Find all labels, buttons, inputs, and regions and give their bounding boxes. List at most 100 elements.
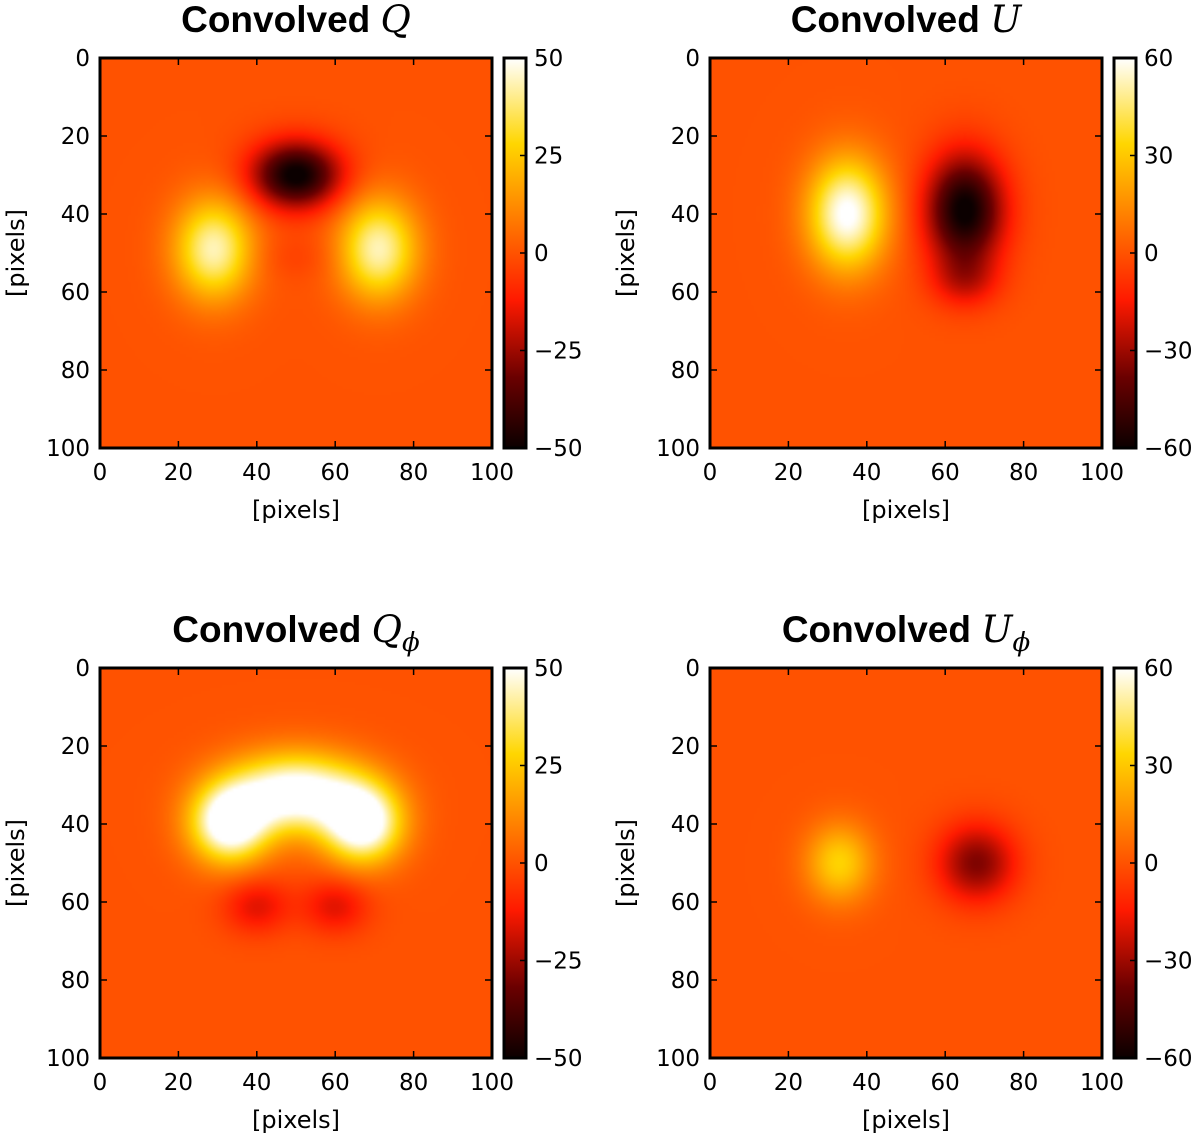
y-tick-label: 100	[656, 1046, 700, 1072]
colorbar-tick-label: 60	[1144, 46, 1173, 72]
title-subscript: ϕ	[402, 628, 420, 658]
y-tick-label: 20	[61, 124, 90, 150]
x-tick-label: 60	[321, 1070, 350, 1096]
title-symbol: U	[981, 608, 1014, 651]
y-tick-label: 80	[671, 968, 700, 994]
y-tick-label: 0	[685, 656, 700, 682]
y-tick-label: 20	[671, 734, 700, 760]
x-tick-label: 0	[703, 1070, 718, 1096]
y-tick-label: 40	[671, 202, 700, 228]
colorbar-tick-label: −60	[1144, 1046, 1193, 1072]
colorbar-tick-label: 25	[534, 144, 563, 170]
title-text: Convolved	[791, 0, 990, 40]
y-tick-label: 60	[671, 280, 700, 306]
chart-title: Convolved Q	[181, 0, 411, 41]
title-symbol: U	[990, 0, 1023, 41]
title-text: Convolved	[782, 609, 981, 650]
x-tick-label: 0	[703, 460, 718, 486]
y-tick-label: 40	[61, 812, 90, 838]
y-tick-label: 40	[671, 812, 700, 838]
y-tick-label: 60	[671, 890, 700, 916]
y-tick-label: 40	[61, 202, 90, 228]
y-tick-label: 0	[75, 656, 90, 682]
colorbar-tick-label: −60	[1144, 436, 1193, 462]
plot-frame	[98, 56, 494, 450]
x-tick-label: 60	[931, 460, 960, 486]
title-symbol: Q	[381, 0, 411, 41]
colorbar-tick-label: 30	[1144, 754, 1173, 780]
y-tick-label: 60	[61, 280, 90, 306]
heatmap-image	[100, 668, 492, 1058]
title-subscript: ϕ	[1012, 628, 1030, 658]
y-axis-label: [pixels]	[2, 209, 30, 297]
colorbar-tick-label: 0	[534, 851, 549, 877]
y-tick-label: 80	[61, 358, 90, 384]
colorbar-tick-label: 0	[534, 241, 549, 267]
x-axis-label: [pixels]	[862, 1106, 950, 1134]
x-tick-label: 0	[93, 1070, 108, 1096]
chart-title: Convolved U	[791, 0, 1023, 41]
x-tick-label: 40	[852, 460, 881, 486]
colorbar-tick-label: 0	[1144, 241, 1159, 267]
x-tick-label: 100	[470, 460, 514, 486]
plot-frame	[98, 666, 494, 1060]
panel-1: Convolved Q0 20 40 60 80 100020406080100[pixe…	[2, 0, 583, 524]
x-tick-label: 40	[242, 460, 271, 486]
colorbar-tick-label: 30	[1144, 144, 1173, 170]
x-tick-label: 20	[774, 1070, 803, 1096]
y-tick-label: 80	[671, 358, 700, 384]
title-text: Convolved	[181, 0, 380, 40]
colorbar-tick-label: 0	[1144, 851, 1159, 877]
x-tick-label: 40	[852, 1070, 881, 1096]
chart-title: Convolved Qϕ	[172, 608, 420, 658]
y-tick-label: 0	[685, 46, 700, 72]
y-tick-label: 80	[61, 968, 90, 994]
x-tick-label: 80	[1009, 1070, 1038, 1096]
colorbar-tick-label: −50	[534, 436, 583, 462]
x-axis-label: [pixels]	[252, 496, 340, 524]
x-tick-label: 80	[1009, 460, 1038, 486]
y-tick-label: 100	[656, 436, 700, 462]
colorbar-tick-label: −30	[1144, 339, 1193, 365]
x-axis-label: [pixels]	[862, 496, 950, 524]
y-tick-label: 100	[46, 1046, 90, 1072]
colorbar-tick-label: 25	[534, 754, 563, 780]
colorbar-tick-label: −25	[534, 949, 583, 975]
x-tick-label: 60	[931, 1070, 960, 1096]
y-axis-label: [pixels]	[2, 819, 30, 907]
title-symbol: Q	[372, 608, 402, 651]
plot-frame	[708, 56, 1104, 450]
panel-2: Convolved U0 20 40 60 80 100020406080100[pixe…	[612, 0, 1193, 524]
heatmap-image	[710, 668, 1102, 1058]
y-tick-label: 100	[46, 436, 90, 462]
y-axis-label: [pixels]	[612, 209, 640, 297]
x-tick-label: 100	[1080, 1070, 1124, 1096]
panel-3: Convolved Qϕ0 20 40 60 80 100020406080100[pix…	[2, 608, 583, 1134]
x-tick-label: 80	[399, 1070, 428, 1096]
colorbar-tick-label: −50	[534, 1046, 583, 1072]
chart-title: Convolved Uϕ	[782, 608, 1031, 658]
x-tick-label: 0	[93, 460, 108, 486]
heatmap-image	[100, 58, 492, 448]
title-text: Convolved	[172, 609, 371, 650]
y-tick-label: 20	[671, 124, 700, 150]
x-tick-label: 60	[321, 460, 350, 486]
x-tick-label: 100	[470, 1070, 514, 1096]
x-tick-label: 20	[164, 1070, 193, 1096]
colorbar-tick-label: 50	[534, 656, 563, 682]
colorbar-tick-label: 60	[1144, 656, 1173, 682]
y-tick-label: 20	[61, 734, 90, 760]
colorbar-tick-label: −25	[534, 339, 583, 365]
x-tick-label: 100	[1080, 460, 1124, 486]
plot-frame	[708, 666, 1104, 1060]
x-tick-label: 80	[399, 460, 428, 486]
heatmap-image	[710, 58, 1102, 448]
x-axis-label: [pixels]	[252, 1106, 340, 1134]
x-tick-label: 20	[164, 460, 193, 486]
x-tick-label: 20	[774, 460, 803, 486]
colorbar-tick-label: 50	[534, 46, 563, 72]
y-tick-label: 0	[75, 46, 90, 72]
y-axis-label: [pixels]	[612, 819, 640, 907]
y-tick-label: 60	[61, 890, 90, 916]
